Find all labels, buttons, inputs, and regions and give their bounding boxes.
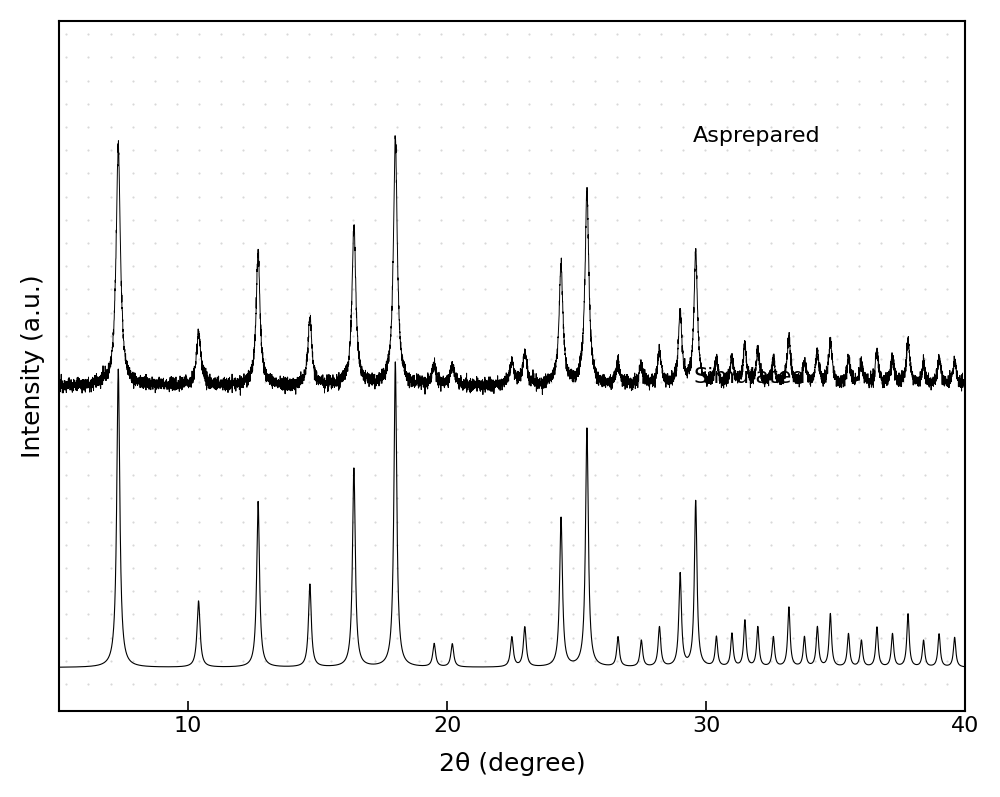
Text: Simulated: Simulated [693,367,806,387]
Text: Asprepared: Asprepared [693,126,821,146]
X-axis label: 2θ (degree): 2θ (degree) [439,752,585,776]
Y-axis label: Intensity (a.u.): Intensity (a.u.) [21,274,45,457]
